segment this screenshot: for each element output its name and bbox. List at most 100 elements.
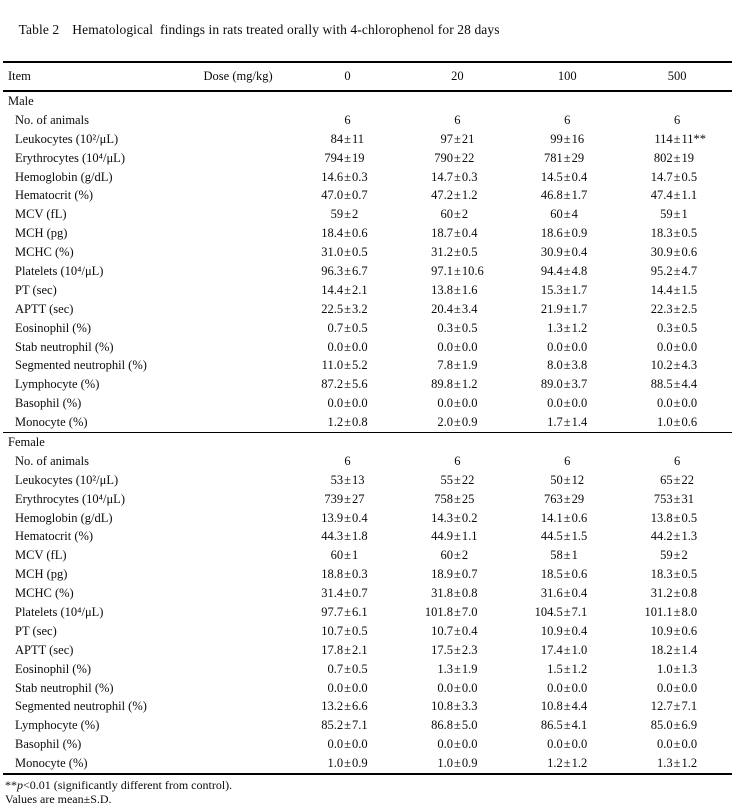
row-label: Stab neutrophil (%) — [15, 339, 114, 354]
value-sd: 0.5 — [351, 320, 368, 335]
plus-minus: ± — [563, 207, 571, 222]
value-sd: 1.8 — [351, 529, 368, 544]
table-title-text: Hematological findings in rats treated o… — [72, 22, 500, 37]
row-value: 85.0 ±6.9 — [622, 718, 732, 733]
value-mean: 10.2 — [650, 358, 673, 373]
row-value: 0.0 ±0.0 — [512, 396, 622, 411]
row-value: 60 ±2 — [402, 548, 512, 563]
value-mean: 0.0 — [547, 737, 563, 752]
row-value: 14.5 ±0.4 — [512, 170, 622, 185]
row-value: 44.9 ±1.1 — [402, 529, 512, 544]
table-number: Table 2 — [18, 22, 60, 37]
value-sd: 0.0 — [461, 680, 478, 695]
value-sd: 2 — [351, 207, 359, 222]
value-mean: 763 — [544, 491, 563, 506]
value-mean: 114 — [654, 131, 673, 146]
value-sd: 4.8 — [571, 263, 588, 278]
value-solo: 6 — [564, 112, 571, 127]
plus-minus: ± — [453, 718, 461, 733]
value-mean: 0.0 — [437, 396, 453, 411]
value-sd: 1.3 — [681, 661, 698, 676]
plus-minus: ± — [453, 226, 461, 241]
plus-minus: ± — [563, 510, 571, 525]
row-value: 10.7 ±0.4 — [402, 624, 512, 639]
row-value: 18.9 ±0.7 — [402, 567, 512, 582]
row-value: 794 ±19 — [293, 151, 403, 166]
plus-minus: ± — [673, 320, 681, 335]
plus-minus: ± — [673, 245, 681, 260]
value-sd: 0.9 — [461, 756, 478, 771]
value-mean: 14.7 — [650, 169, 673, 184]
row-value: 1.7 ±1.4 — [512, 415, 622, 430]
row-value: 46.8 ±1.7 — [512, 188, 622, 203]
plus-minus: ± — [563, 756, 571, 771]
value-sd: 1.2 — [571, 756, 588, 771]
row-value: 753 ±31 — [622, 492, 732, 507]
row-value: 89.8 ±1.2 — [402, 377, 512, 392]
value-mean: 0.0 — [657, 339, 673, 354]
value-sd: 5.6 — [351, 377, 368, 392]
value-mean: 13.2 — [321, 699, 344, 714]
row-label: Segmented neutrophil (%) — [15, 699, 147, 714]
row-value: 6 — [293, 454, 403, 469]
plus-minus: ± — [673, 604, 681, 619]
footnote-stars: ** — [5, 778, 17, 793]
row-value: 0.0 ±0.0 — [622, 737, 732, 752]
table-row: Hematocrit (%) 44.3 ±1.8 44.9 ±1.1 44.5 ±1.5 44… — [3, 527, 732, 546]
plus-minus: ± — [563, 358, 571, 373]
row-label: MCHC (%) — [15, 586, 74, 601]
value-mean: 18.5 — [540, 567, 563, 582]
value-sd: 1.1 — [461, 529, 478, 544]
plus-minus: ± — [563, 529, 571, 544]
value-mean: 0.0 — [657, 737, 673, 752]
plus-minus: ± — [673, 301, 681, 316]
plus-minus: ± — [673, 529, 681, 544]
value-sd: 1.2 — [571, 661, 588, 676]
row-value: 1.2 ±1.2 — [512, 756, 622, 771]
value-sd: 0.0 — [571, 396, 588, 411]
value-mean: 10.9 — [650, 623, 673, 638]
plus-minus: ± — [673, 358, 681, 373]
plus-minus: ± — [673, 188, 681, 203]
row-value: 0.7 ±0.5 — [293, 662, 403, 677]
row-label: MCHC (%) — [15, 245, 74, 260]
row-label: Platelets (10⁴/μL) — [15, 263, 104, 278]
value-mean: 97.1 — [431, 263, 453, 278]
plus-minus: ± — [344, 396, 351, 411]
value-solo: 6 — [564, 453, 571, 468]
value-sd: 0.9 — [351, 756, 368, 771]
value-sd: 0.6 — [571, 567, 588, 582]
section-female: Female No. of animals 6 6 6 6 Leukocytes (10²/… — [3, 432, 732, 773]
row-value: 739 ±27 — [293, 492, 403, 507]
value-mean: 97.7 — [321, 604, 344, 619]
value-sd: 0.4 — [461, 226, 478, 241]
plus-minus: ± — [673, 415, 681, 430]
value-sd: 4 — [571, 207, 578, 222]
table-row: MCHC (%) 31.4 ±0.7 31.8 ±0.8 31.6 ±0.4 31.2 ±0.8 — [3, 584, 732, 603]
value-sd: 6.1 — [351, 604, 368, 619]
plus-minus: ± — [453, 529, 461, 544]
row-value: 0.0 ±0.0 — [622, 681, 732, 696]
row-value: 14.7 ±0.3 — [402, 170, 512, 185]
row-value: 1.3 ±1.2 — [622, 756, 732, 771]
row-value: 6 — [293, 113, 403, 128]
value-mean: 47.4 — [650, 188, 673, 203]
plus-minus: ± — [563, 491, 571, 506]
value-mean: 85.0 — [650, 718, 673, 733]
plus-minus: ± — [673, 472, 681, 487]
row-value: 0.0 ±0.0 — [622, 340, 732, 355]
row-value: 30.9 ±0.6 — [622, 245, 732, 260]
header-dose: Dose (mg/kg) — [203, 69, 273, 83]
value-sd: 0.0 — [681, 396, 698, 411]
table-row: Eosinophil (%) 0.7 ±0.5 0.3 ±0.5 1.3 ±1.2 0.3 ±0… — [3, 319, 732, 338]
row-value: 31.8 ±0.8 — [402, 586, 512, 601]
value-mean: 1.0 — [657, 661, 673, 676]
row-label: PT (sec) — [15, 623, 57, 638]
value-sd: 1.2 — [681, 756, 698, 771]
row-value: 22.3 ±2.5 — [622, 302, 732, 317]
value-mean: 94.4 — [540, 263, 563, 278]
plus-minus: ± — [563, 586, 571, 601]
plus-minus: ± — [453, 604, 461, 619]
value-mean: 13.8 — [431, 282, 453, 297]
section-male: Male No. of animals 6 6 6 6 Leukocytes (10²/μL… — [3, 92, 732, 432]
